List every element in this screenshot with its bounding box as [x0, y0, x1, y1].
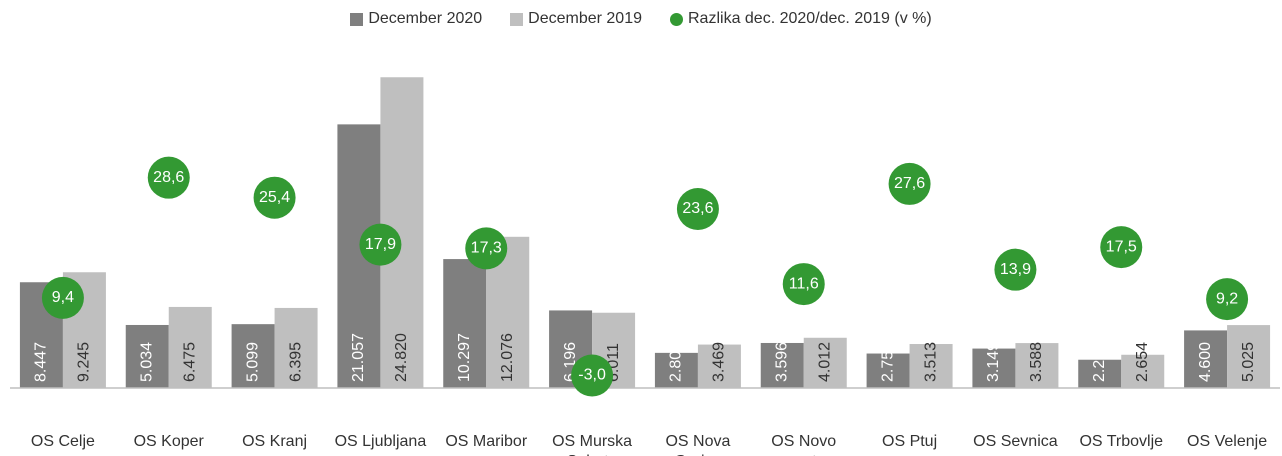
- x-tick-label: OS Sevnica: [973, 433, 1058, 450]
- bar: [1184, 330, 1228, 388]
- marker: [782, 263, 825, 306]
- x-tick-label: OS Velenje: [1187, 433, 1268, 450]
- x-tick-label: OS Ptuj: [882, 433, 938, 450]
- x-tick-label: OS Maribor: [445, 433, 528, 450]
- bar: [1227, 325, 1271, 388]
- data-label: 3.596: [773, 342, 790, 382]
- data-label: 2.753: [879, 342, 896, 382]
- marker: [571, 354, 614, 397]
- bar: [760, 342, 804, 388]
- marker: [1206, 278, 1249, 321]
- data-label: 3.588: [1028, 342, 1045, 382]
- marker: [253, 176, 296, 219]
- x-tick-label: OS Murska Sobota: [552, 433, 633, 456]
- data-label: -3,0: [578, 367, 606, 384]
- x-tick-label: OS Ljubljana: [334, 433, 427, 450]
- x-tick-label: OS Koper: [133, 433, 204, 450]
- data-label: 8.447: [33, 342, 50, 382]
- data-label: 5.025: [1240, 342, 1257, 382]
- data-label: 3.149: [985, 342, 1002, 382]
- bar: [1121, 354, 1165, 388]
- data-label: 4.600: [1197, 342, 1214, 382]
- data-label: 11,6: [789, 275, 819, 292]
- data-label: 9,4: [52, 289, 74, 306]
- legend-label: December 2019: [528, 10, 642, 27]
- data-label: 2.258: [1091, 342, 1108, 382]
- data-label: 21.057: [350, 333, 367, 382]
- data-label: 24.820: [393, 333, 410, 382]
- x-tick-label: OS Trbovlje: [1079, 433, 1164, 450]
- bar: [803, 337, 847, 388]
- data-label: 6.475: [181, 342, 198, 382]
- legend-swatch: [350, 12, 364, 26]
- legend-label: Razlika dec. 2020/dec. 2019 (v %): [688, 10, 932, 27]
- legend-item: December 2019: [510, 10, 642, 28]
- x-tick-label: OS Nova Gorica: [665, 433, 731, 456]
- data-label: 17,3: [471, 240, 502, 257]
- bar: [231, 324, 275, 388]
- data-label: 4.012: [816, 342, 833, 382]
- legend-item: December 2020: [350, 10, 482, 28]
- marker: [147, 156, 190, 199]
- data-label: 23,6: [682, 200, 713, 217]
- marker: [465, 227, 508, 270]
- x-tick-label: OS Celje: [30, 433, 95, 450]
- data-label: 17,5: [1106, 238, 1137, 255]
- bar: [654, 352, 698, 388]
- data-label: 12.076: [499, 333, 516, 382]
- legend-swatch: [670, 12, 683, 26]
- data-label: 28,6: [153, 169, 184, 186]
- bar: [168, 306, 212, 388]
- data-label: 5.034: [138, 342, 155, 382]
- data-label: 9.245: [76, 342, 93, 382]
- bar: [125, 324, 169, 388]
- data-label: 9,2: [1216, 290, 1238, 307]
- marker: [1100, 226, 1143, 269]
- bar: [697, 344, 741, 388]
- data-label: 17,9: [365, 236, 396, 253]
- bar: [443, 259, 487, 388]
- bar: [972, 348, 1016, 388]
- legend-label: December 2020: [368, 10, 483, 27]
- marker: [41, 276, 84, 319]
- data-label: 13,9: [1000, 261, 1031, 278]
- marker: [359, 223, 402, 266]
- bar: [1078, 359, 1122, 388]
- x-tick-label: OS Kranj: [242, 433, 308, 450]
- legend-swatch: [510, 12, 524, 26]
- data-label: 10.297: [456, 333, 473, 382]
- bar: [866, 353, 910, 388]
- data-label: 2.806: [668, 342, 685, 382]
- data-label: 5.099: [244, 342, 261, 382]
- data-label: 6.395: [287, 342, 304, 382]
- data-label: 2.654: [1134, 342, 1151, 382]
- bar: [1015, 343, 1059, 388]
- legend: December 2020 December 2019 Razlika dec. 2…: [0, 10, 1282, 28]
- data-label: 25,4: [259, 189, 290, 206]
- legend-item: Razlika dec. 2020/dec. 2019 (v %): [670, 10, 932, 28]
- x-tick-label: OS Novo mesto: [771, 433, 837, 456]
- bar: [909, 344, 953, 388]
- marker: [676, 187, 719, 230]
- data-label: 3.513: [922, 342, 939, 382]
- data-label: 3.469: [711, 342, 728, 382]
- data-label: 27,6: [894, 175, 925, 192]
- marker: [888, 162, 931, 205]
- marker: [994, 248, 1037, 291]
- bar: [274, 307, 318, 388]
